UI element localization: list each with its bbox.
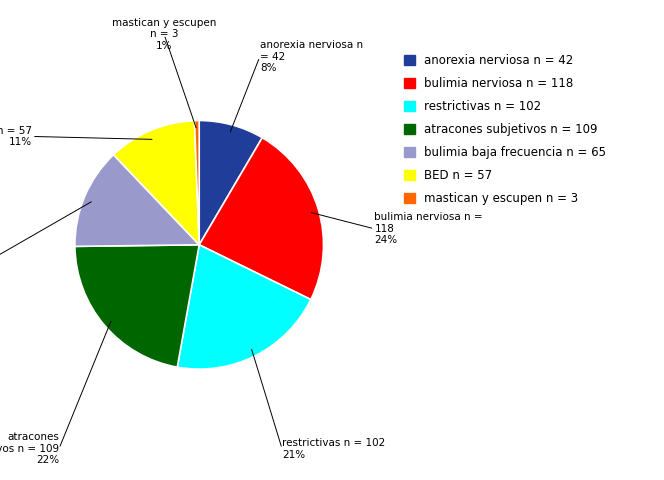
Text: restrictivas n = 102
21%: restrictivas n = 102 21% [282, 438, 385, 459]
Text: bulimia nerviosa n =
118
24%: bulimia nerviosa n = 118 24% [374, 212, 483, 245]
Wedge shape [199, 138, 323, 300]
Wedge shape [75, 245, 199, 367]
Wedge shape [195, 120, 199, 245]
Legend: anorexia nerviosa n = 42, bulimia nerviosa n = 118, restrictivas n = 102, atraco: anorexia nerviosa n = 42, bulimia nervio… [404, 54, 606, 205]
Wedge shape [114, 120, 199, 245]
Text: BED n = 57
11%: BED n = 57 11% [0, 126, 32, 147]
Wedge shape [199, 120, 262, 245]
Wedge shape [177, 245, 311, 369]
Text: atracones
subjetivos n = 109
22%: atracones subjetivos n = 109 22% [0, 432, 59, 466]
Wedge shape [75, 155, 199, 246]
Text: anorexia nerviosa n
= 42
8%: anorexia nerviosa n = 42 8% [260, 40, 363, 73]
Text: mastican y escupen
n = 3
1%: mastican y escupen n = 3 1% [112, 18, 216, 51]
